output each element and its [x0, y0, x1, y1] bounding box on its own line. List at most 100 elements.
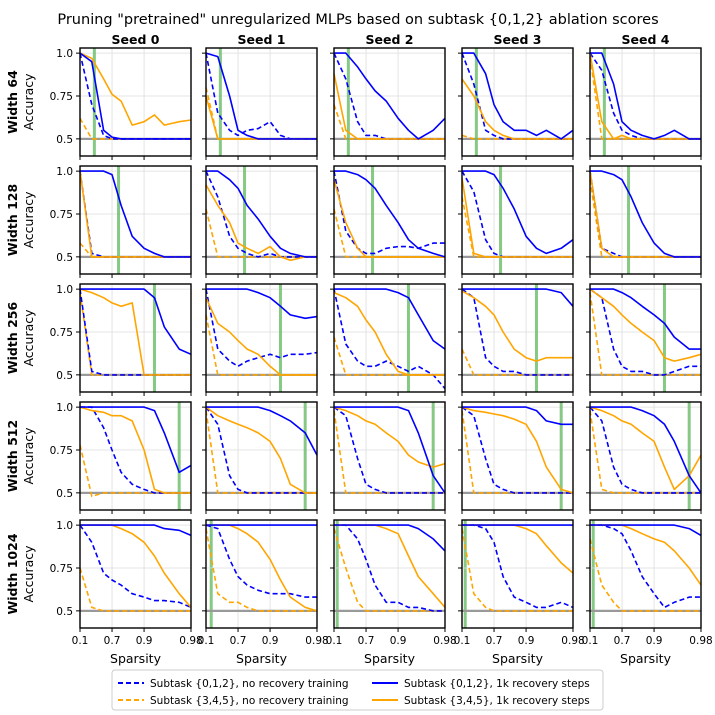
series-a-solid	[334, 524, 446, 552]
panel-r1-c3	[458, 165, 574, 278]
row-label: Width 256	[5, 302, 20, 375]
series-a-solid	[590, 52, 701, 140]
panel-r3-c0: 0.5 0.75 1.0 Width 512 Accuracy	[5, 401, 192, 514]
series-a-solid	[205, 52, 317, 140]
panel-frame	[333, 283, 446, 393]
series-a-solid	[334, 52, 446, 140]
panel-r4-c3: 0.1 0.7 0.9 0.98 Sparsity	[454, 519, 595, 666]
y-tick-label: 1.0	[56, 166, 73, 178]
series-b-dash	[205, 208, 317, 258]
series-b-solid	[333, 291, 445, 376]
row-label: Width 128	[5, 184, 20, 256]
y-tick-label: 1.0	[56, 402, 73, 414]
y-tick-label: 0.5	[56, 134, 73, 146]
series-b-solid	[461, 177, 573, 258]
series-b-dash	[79, 292, 191, 376]
panel-r0-c3: Seed 3	[458, 32, 574, 160]
panel-frame	[79, 47, 192, 157]
y-axis-label: Accuracy	[21, 73, 36, 131]
series-a-dash	[590, 524, 701, 609]
series-b-dash	[333, 528, 445, 612]
series-a-solid	[334, 288, 446, 350]
panel-frame	[461, 401, 574, 511]
series-b-solid	[461, 406, 574, 494]
panel-r1-c2	[330, 165, 446, 278]
series-b-dash	[589, 538, 701, 612]
x-tick-label: 0.98	[433, 635, 456, 647]
x-tick-label: 0.1	[326, 635, 343, 647]
y-axis-label: Accuracy	[21, 309, 36, 367]
y-tick-label: 1.0	[56, 284, 73, 296]
row-label: Width 64	[5, 70, 20, 134]
panel-frame	[79, 519, 192, 629]
row-label: Width 1024	[5, 533, 20, 614]
panel-frame	[589, 401, 702, 511]
legend-label-a-dash: Subtask {0,1,2}, no recovery training	[150, 678, 349, 690]
legend-label-b-solid: Subtask {3,4,5}, 1k recovery steps	[404, 695, 590, 707]
panel-frame	[461, 165, 574, 275]
panel-r3-c2	[330, 401, 446, 514]
series-b-solid	[79, 406, 191, 494]
series-a-solid	[80, 406, 192, 474]
y-tick-label: 0.75	[50, 327, 73, 339]
series-b-solid	[79, 52, 192, 126]
x-tick-label: 0.1	[454, 635, 471, 647]
series-b-solid	[205, 184, 317, 262]
series-a-solid	[206, 406, 318, 456]
panel-r1-c1	[202, 165, 318, 278]
y-tick-label: 0.75	[50, 563, 73, 575]
x-tick-label: 0.9	[518, 635, 535, 647]
series-b-solid	[205, 95, 317, 140]
series-a-solid	[590, 524, 702, 537]
series-a-solid	[462, 288, 574, 307]
series-a-solid	[590, 288, 701, 350]
x-tick-label: 0.7	[614, 635, 631, 647]
series-b-dash	[461, 348, 573, 376]
panel-frame	[79, 401, 192, 511]
y-tick-label: 0.5	[56, 252, 73, 264]
panel-frame	[333, 519, 446, 629]
panel-r3-c3	[458, 401, 574, 514]
series-a-solid	[206, 288, 318, 320]
x-tick-label: 0.9	[646, 635, 663, 647]
x-axis-label: Sparsity	[110, 651, 162, 666]
series-a-dash	[79, 524, 192, 609]
series-b-dash	[79, 567, 191, 612]
series-b-dash	[79, 117, 191, 140]
x-axis-label: Sparsity	[236, 651, 288, 666]
row-label: Width 512	[5, 420, 20, 492]
series-a-dash	[589, 406, 701, 494]
series-a-solid	[206, 170, 317, 258]
series-b-solid	[333, 179, 445, 258]
x-tick-label: 0.7	[486, 635, 503, 647]
series-b-solid	[79, 288, 191, 376]
series-a-dash	[205, 524, 317, 598]
panel-r2-c2	[330, 283, 446, 396]
x-tick-label: 0.9	[262, 635, 279, 647]
panel-frame	[205, 283, 318, 393]
legend-frame	[111, 669, 604, 711]
legend-label-a-solid: Subtask {0,1,2}, 1k recovery steps	[404, 678, 590, 690]
chart-title: Pruning "pretrained" unregularized MLPs …	[57, 12, 658, 28]
y-tick-label: 1.0	[56, 520, 73, 532]
panel-r0-c2: Seed 2	[330, 32, 446, 160]
x-tick-label: 0.1	[72, 635, 89, 647]
x-tick-label: 0.98	[179, 635, 202, 647]
series-b-dash	[205, 410, 317, 494]
panel-r1-c4	[586, 165, 702, 278]
series-b-solid	[462, 524, 574, 574]
x-tick-label: 0.9	[136, 635, 153, 647]
series-a-dash	[333, 406, 445, 494]
x-axis-label: Sparsity	[492, 651, 544, 666]
series-a-dash	[205, 170, 317, 258]
series-b-dash	[461, 528, 573, 612]
series-b-solid	[205, 297, 317, 376]
column-label: Seed 2	[366, 32, 414, 47]
x-tick-label: 0.1	[198, 635, 215, 647]
series-b-dash	[589, 292, 701, 376]
series-a-dash	[461, 288, 573, 376]
panel-r0-c0: 0.5 0.75 1.0 Seed 0 Width 64 Accuracy	[5, 32, 192, 160]
panel-frame	[205, 401, 318, 511]
panel-frame	[589, 165, 702, 275]
